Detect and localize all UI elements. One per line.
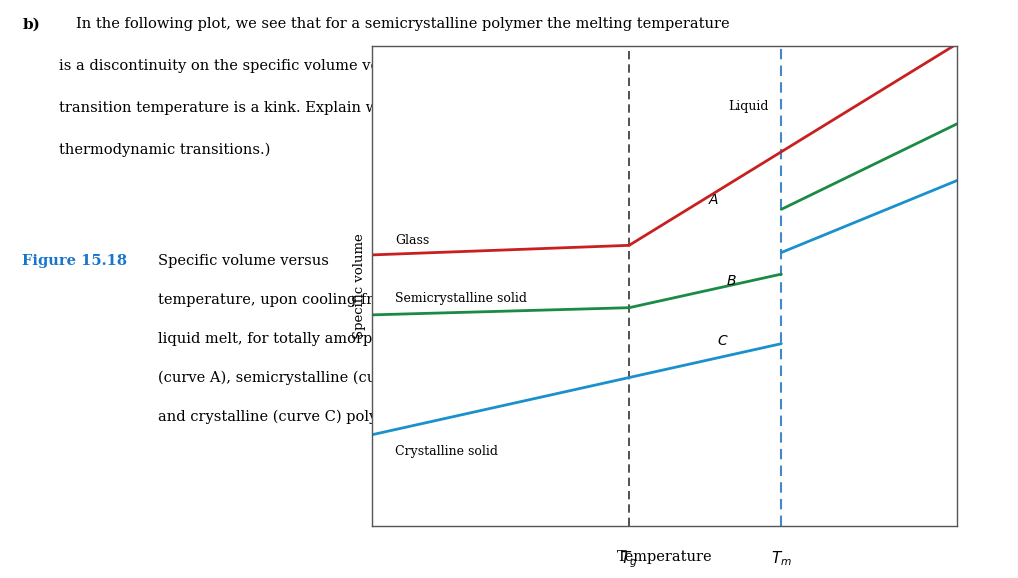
Text: Figure 15.18: Figure 15.18: [22, 254, 127, 268]
Text: $A$: $A$: [709, 192, 720, 207]
Text: and crystalline (curve C) polymers.: and crystalline (curve C) polymers.: [158, 409, 418, 424]
Text: $B$: $B$: [726, 275, 736, 288]
Text: is a discontinuity on the specific volume versus temperature plot, whereas the g: is a discontinuity on the specific volum…: [59, 59, 685, 73]
Text: Semicrystalline solid: Semicrystalline solid: [395, 292, 527, 305]
Text: $C$: $C$: [717, 334, 729, 349]
Text: Specific volume versus: Specific volume versus: [158, 254, 329, 268]
Text: $T_m$: $T_m$: [771, 549, 792, 568]
Text: thermodynamic transitions.): thermodynamic transitions.): [59, 142, 271, 157]
Text: Crystalline solid: Crystalline solid: [395, 445, 498, 458]
Y-axis label: Specific volume: Specific volume: [353, 234, 366, 339]
Text: (curve A), semicrystalline (curve B),: (curve A), semicrystalline (curve B),: [158, 370, 426, 385]
Text: In the following plot, we see that for a semicrystalline polymer the melting tem: In the following plot, we see that for a…: [76, 17, 730, 31]
Text: temperature, upon cooling from the: temperature, upon cooling from the: [158, 293, 425, 307]
Text: Temperature: Temperature: [617, 550, 712, 564]
Text: Liquid: Liquid: [729, 100, 770, 113]
Text: liquid melt, for totally amorphous: liquid melt, for totally amorphous: [158, 332, 407, 346]
Text: transition temperature is a kink. Explain why. (Hint: consider first and second : transition temperature is a kink. Explai…: [59, 101, 685, 115]
Text: b): b): [22, 17, 41, 31]
Text: $T_g$: $T_g$: [620, 549, 638, 570]
Text: Glass: Glass: [395, 234, 430, 247]
